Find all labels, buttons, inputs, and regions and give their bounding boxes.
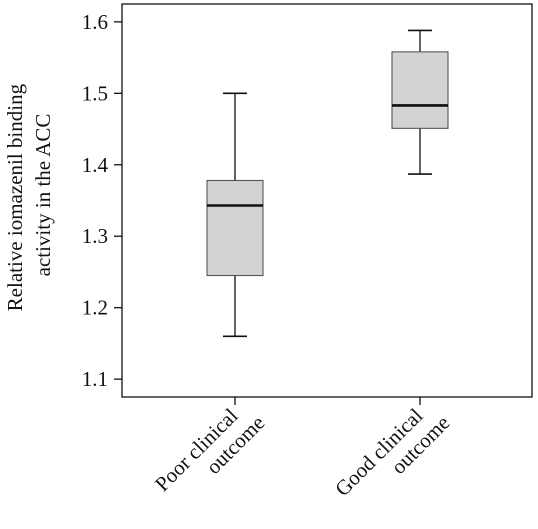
y-axis-label-line-1: Relative iomazenil binding (3, 83, 27, 311)
y-tick-label: 1.6 (82, 10, 108, 34)
x-category-label: Good clinicaloutcome (330, 394, 454, 518)
y-tick-label: 1.4 (82, 153, 109, 177)
y-axis-label: Relative iomazenil binding activity in t… (3, 79, 55, 312)
box-group (206, 92, 264, 338)
y-tick-label: 1.2 (82, 296, 108, 320)
box-group (391, 29, 449, 175)
x-category-label: Poor clinicaloutcome (150, 394, 269, 513)
iqr-box (206, 179, 264, 277)
y-tick-label: 1.3 (82, 224, 108, 248)
x-axis-labels: Poor clinicaloutcome Good clinicaloutcome (150, 394, 454, 518)
y-axis: 1.1 1.2 1.3 1.4 1.5 1.6 (82, 10, 122, 391)
y-tick-label: 1.1 (82, 367, 108, 391)
iqr-box (391, 51, 449, 129)
y-axis-label-line-2: activity in the ACC (31, 114, 55, 277)
boxes (206, 29, 449, 338)
plot-frame (121, 3, 533, 398)
y-tick-label: 1.5 (82, 81, 108, 105)
